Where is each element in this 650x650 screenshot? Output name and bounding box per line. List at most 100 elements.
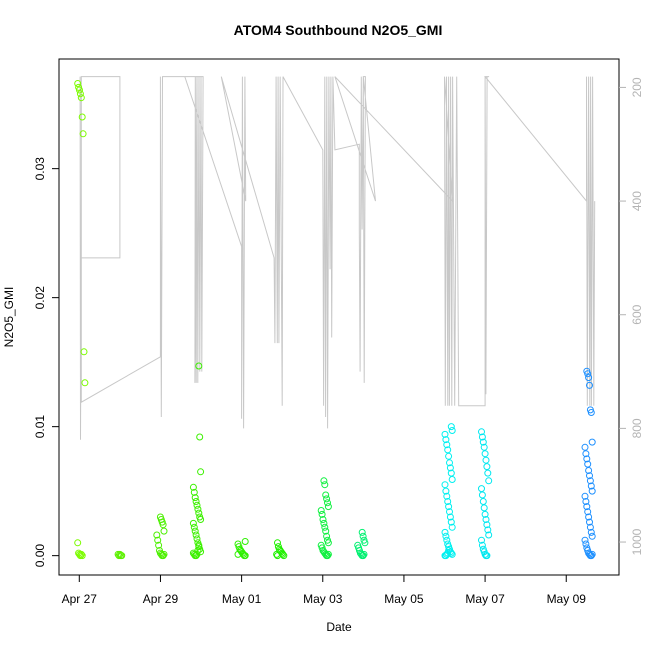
data-point	[274, 539, 281, 547]
data-point	[444, 498, 452, 505]
data-point	[583, 455, 591, 463]
data-point	[586, 472, 593, 480]
data-point	[484, 526, 492, 534]
data-point	[447, 518, 455, 526]
data-point	[586, 381, 593, 389]
y2-tick-label: 1000	[630, 528, 644, 555]
data-point	[192, 498, 200, 505]
data-point	[586, 523, 594, 531]
x-tick-label: May 09	[547, 592, 587, 606]
data-point	[322, 527, 330, 535]
x-tick-label: Apr 29	[143, 592, 179, 606]
data-point	[588, 532, 596, 540]
chart-title: ATOM4 Southbound N2O5_GMI	[234, 22, 443, 38]
data-point	[190, 523, 198, 531]
data-point	[154, 536, 162, 544]
data-point	[360, 550, 368, 558]
data-point	[583, 503, 591, 511]
data-point	[480, 504, 488, 512]
data-point	[582, 540, 590, 548]
data-point	[193, 550, 201, 558]
data-point	[321, 481, 329, 489]
data-point	[441, 528, 449, 536]
y-axis: 0.00 0.01 0.02 0.03	[33, 157, 59, 568]
data-point	[273, 550, 281, 558]
data-point	[479, 498, 487, 505]
data-point	[79, 130, 87, 138]
data-point	[480, 443, 488, 451]
data-points-layer	[74, 80, 596, 560]
y2-tick-label: 800	[630, 418, 644, 438]
data-point	[446, 459, 453, 467]
data-point	[357, 550, 365, 558]
data-point	[586, 477, 594, 485]
data-point	[74, 539, 82, 547]
data-point	[581, 492, 589, 500]
data-point	[324, 552, 331, 560]
data-point	[441, 481, 449, 489]
data-point	[448, 550, 456, 558]
data-point	[157, 550, 165, 558]
data-point	[317, 507, 325, 514]
data-point	[74, 80, 82, 87]
data-point	[77, 94, 85, 102]
data-point	[441, 430, 449, 438]
data-point	[160, 550, 168, 558]
data-point	[241, 538, 249, 545]
data-point	[582, 498, 590, 505]
x-tick-label: May 07	[465, 592, 505, 606]
data-point	[588, 550, 596, 558]
data-point	[442, 487, 450, 495]
data-point	[361, 539, 369, 547]
data-point	[587, 409, 595, 416]
data-point	[483, 552, 491, 560]
data-point	[323, 532, 331, 540]
data-point	[485, 477, 493, 485]
data-point	[320, 519, 328, 527]
data-point	[585, 513, 593, 521]
data-point	[582, 450, 590, 458]
x-tick-label: May 05	[384, 592, 424, 606]
data-point	[359, 532, 367, 540]
data-point	[478, 536, 485, 544]
data-point	[189, 519, 197, 527]
data-point	[447, 469, 455, 477]
data-point	[443, 441, 451, 449]
data-point	[76, 90, 84, 98]
data-point	[586, 518, 593, 526]
data-point	[586, 550, 593, 558]
pressure-line-layer	[79, 76, 596, 440]
data-point	[234, 550, 242, 558]
data-point	[197, 516, 205, 523]
data-point	[587, 552, 595, 560]
data-point	[481, 550, 489, 558]
data-point	[160, 527, 168, 535]
data-point	[78, 552, 86, 560]
data-point	[324, 499, 331, 507]
data-point	[448, 523, 456, 531]
data-point	[241, 552, 249, 560]
y2-axis: 200 400 600 800 1000	[619, 77, 644, 555]
data-point	[76, 86, 83, 94]
data-point	[274, 552, 281, 560]
data-point	[193, 535, 201, 543]
data-point	[118, 552, 126, 560]
data-point	[159, 552, 167, 560]
data-point	[584, 460, 592, 468]
data-point	[587, 528, 595, 536]
data-point	[478, 541, 486, 549]
data-point	[444, 446, 452, 454]
data-point	[584, 370, 592, 378]
data-point	[155, 541, 163, 549]
data-point	[443, 492, 451, 500]
data-point	[191, 527, 199, 535]
y-tick-label: 0.00	[33, 544, 47, 568]
data-point	[77, 550, 85, 558]
data-point	[446, 508, 453, 516]
data-point	[588, 438, 596, 446]
data-point	[195, 362, 203, 370]
y-tick-label: 0.02	[33, 286, 47, 310]
data-point	[78, 113, 86, 121]
y-tick-label: 0.01	[33, 415, 47, 439]
data-point	[195, 509, 203, 517]
